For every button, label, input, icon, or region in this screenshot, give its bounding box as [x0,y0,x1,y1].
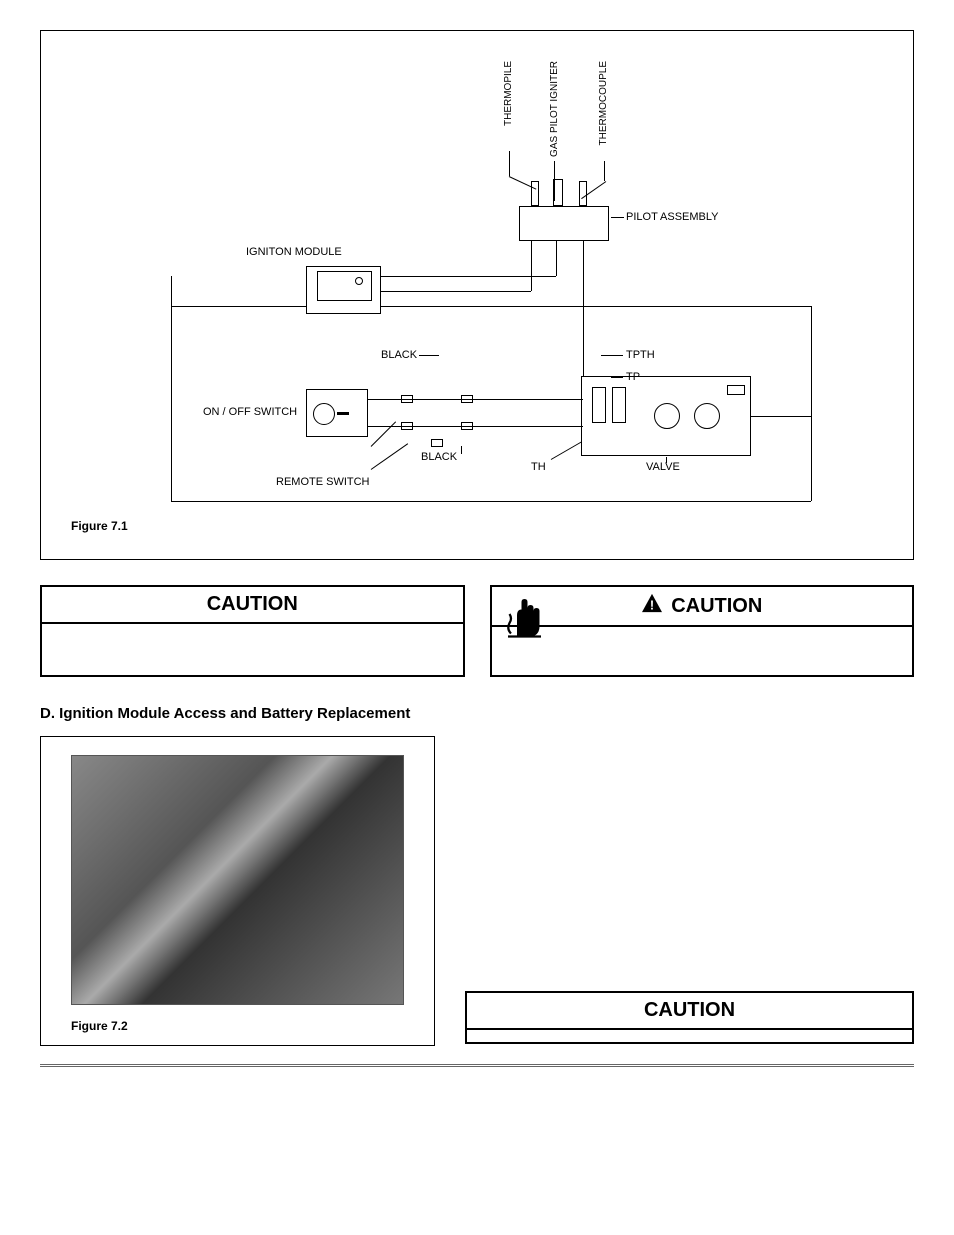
label-tpth: TPTH [626,349,655,361]
svg-text:!: ! [650,597,654,612]
label-thermocouple: THERMOCOUPLE [598,61,609,145]
label-valve: VALVE [646,461,680,473]
caution-left-title: CAUTION [42,587,463,624]
label-pilot-assembly: PILOT ASSEMBLY [626,211,719,223]
label-tp: TP [626,371,640,383]
bottom-row: Figure 7.2 CAUTION [40,736,914,1046]
caution-bottom-body [467,1030,912,1042]
warning-triangle-icon: ! [641,593,663,619]
figure-7-1-caption: Figure 7.1 [71,519,883,533]
label-gas-pilot-igniter: GAS PILOT IGNITER [549,61,560,157]
figure-7-1-box: THERMOPILE GAS PILOT IGNITER THERMOCOUPL… [40,30,914,560]
hot-surface-hand-icon [502,593,550,646]
section-d-heading: D. Ignition Module Access and Battery Re… [40,705,914,722]
caution-box-right: ! CAUTION [490,585,915,677]
caution-bottom-title: CAUTION [467,993,912,1030]
label-black-2: BLACK [421,451,457,463]
label-on-off-switch: ON / OFF SWITCH [203,406,297,418]
caution-right-title: CAUTION [671,595,762,618]
label-ignition-module: IGNITON MODULE [246,246,342,258]
label-remote-switch: REMOTE SWITCH [276,476,370,488]
caution-box-bottom: CAUTION [465,991,914,1044]
caution-box-left: CAUTION [40,585,465,677]
ignition-module-photo [71,755,404,1005]
label-black-1: BLACK [381,349,417,361]
label-th: TH [531,461,546,473]
caution-left-body [42,624,463,664]
figure-7-2-caption: Figure 7.2 [71,1019,404,1033]
page-footer-rule [40,1064,914,1067]
figure-7-2-box: Figure 7.2 [40,736,435,1046]
label-thermopile: THERMOPILE [503,61,514,126]
caution-row: CAUTION ! CAUTION [40,585,914,677]
wiring-diagram: THERMOPILE GAS PILOT IGNITER THERMOCOUPL… [71,51,883,511]
caution-right-body [492,627,913,675]
